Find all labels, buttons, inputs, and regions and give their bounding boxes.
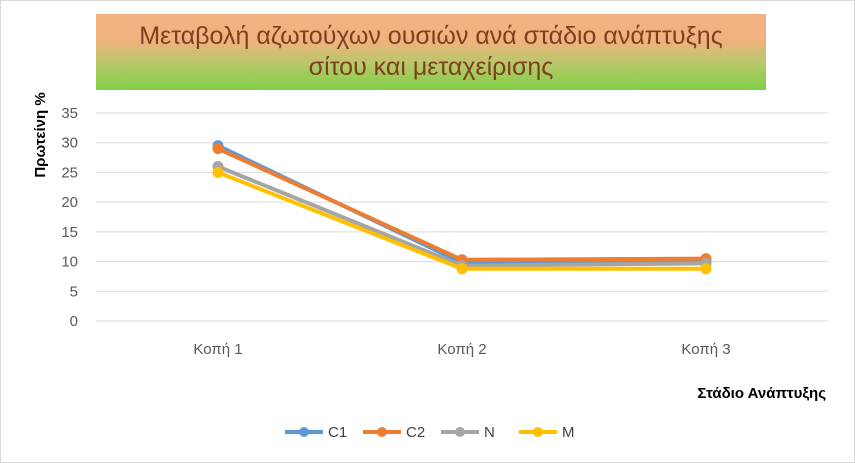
legend-swatch-marker-M	[533, 427, 543, 437]
y-axis-title: Πρωτείνη %	[32, 92, 49, 177]
legend-swatch-marker-C2	[377, 427, 387, 437]
y-tick-label-25: 25	[61, 164, 78, 181]
y-tick-labels: 0 5 10 15 20 25 30 35	[61, 105, 78, 330]
legend-swatch-marker-C1	[299, 427, 309, 437]
legend-swatch-marker-N	[455, 427, 465, 437]
legend-label-C2: C2	[406, 424, 425, 441]
series-lines	[212, 140, 712, 275]
legend-item-C2: C2	[363, 424, 425, 441]
x-axis-title: Στάδιο Ανάπτυξης	[697, 385, 826, 402]
legend-item-M: M	[519, 424, 575, 441]
y-tick-label-0: 0	[70, 313, 78, 330]
y-tick-label-30: 30	[61, 135, 78, 152]
legend-item-N: N	[441, 424, 495, 441]
x-tick-label-1: Κοπή 1	[193, 341, 242, 358]
chart-title-line-1: Μεταβολή αζωτούχων ουσιών ανά στάδιο ανά…	[139, 22, 723, 50]
legend-label-M: M	[562, 424, 575, 441]
legend-item-C1: C1	[285, 424, 347, 441]
y-tick-label-35: 35	[61, 105, 78, 122]
x-tick-label-2: Κοπή 2	[437, 341, 486, 358]
data-point-M-2	[456, 263, 468, 275]
y-tick-label-20: 20	[61, 194, 78, 211]
data-point-C2-1	[212, 143, 224, 155]
legend-label-C1: C1	[328, 424, 347, 441]
gridlines	[96, 112, 828, 322]
x-tick-labels: Κοπή 1 Κοπή 2 Κοπή 3	[193, 341, 730, 358]
data-point-M-1	[212, 166, 224, 178]
series-line-C1	[216, 143, 708, 265]
y-tick-label-5: 5	[70, 283, 78, 300]
x-tick-label-3: Κοπή 3	[681, 341, 730, 358]
series-line-C2	[216, 146, 708, 262]
series-C2	[212, 143, 712, 266]
chart-title: Μεταβολή αζωτούχων ουσιών ανά στάδιο ανά…	[96, 14, 766, 90]
series-C1	[212, 140, 712, 269]
data-point-M-3	[700, 263, 712, 275]
y-tick-label-10: 10	[61, 254, 78, 271]
legend-label-N: N	[484, 424, 495, 441]
legend: C1 C2 N M	[285, 424, 575, 441]
series-M	[212, 166, 712, 275]
series-line-M	[216, 170, 708, 271]
chart-title-line-2: σίτου και μεταχείρισης	[308, 53, 554, 81]
y-tick-label-15: 15	[61, 224, 78, 241]
